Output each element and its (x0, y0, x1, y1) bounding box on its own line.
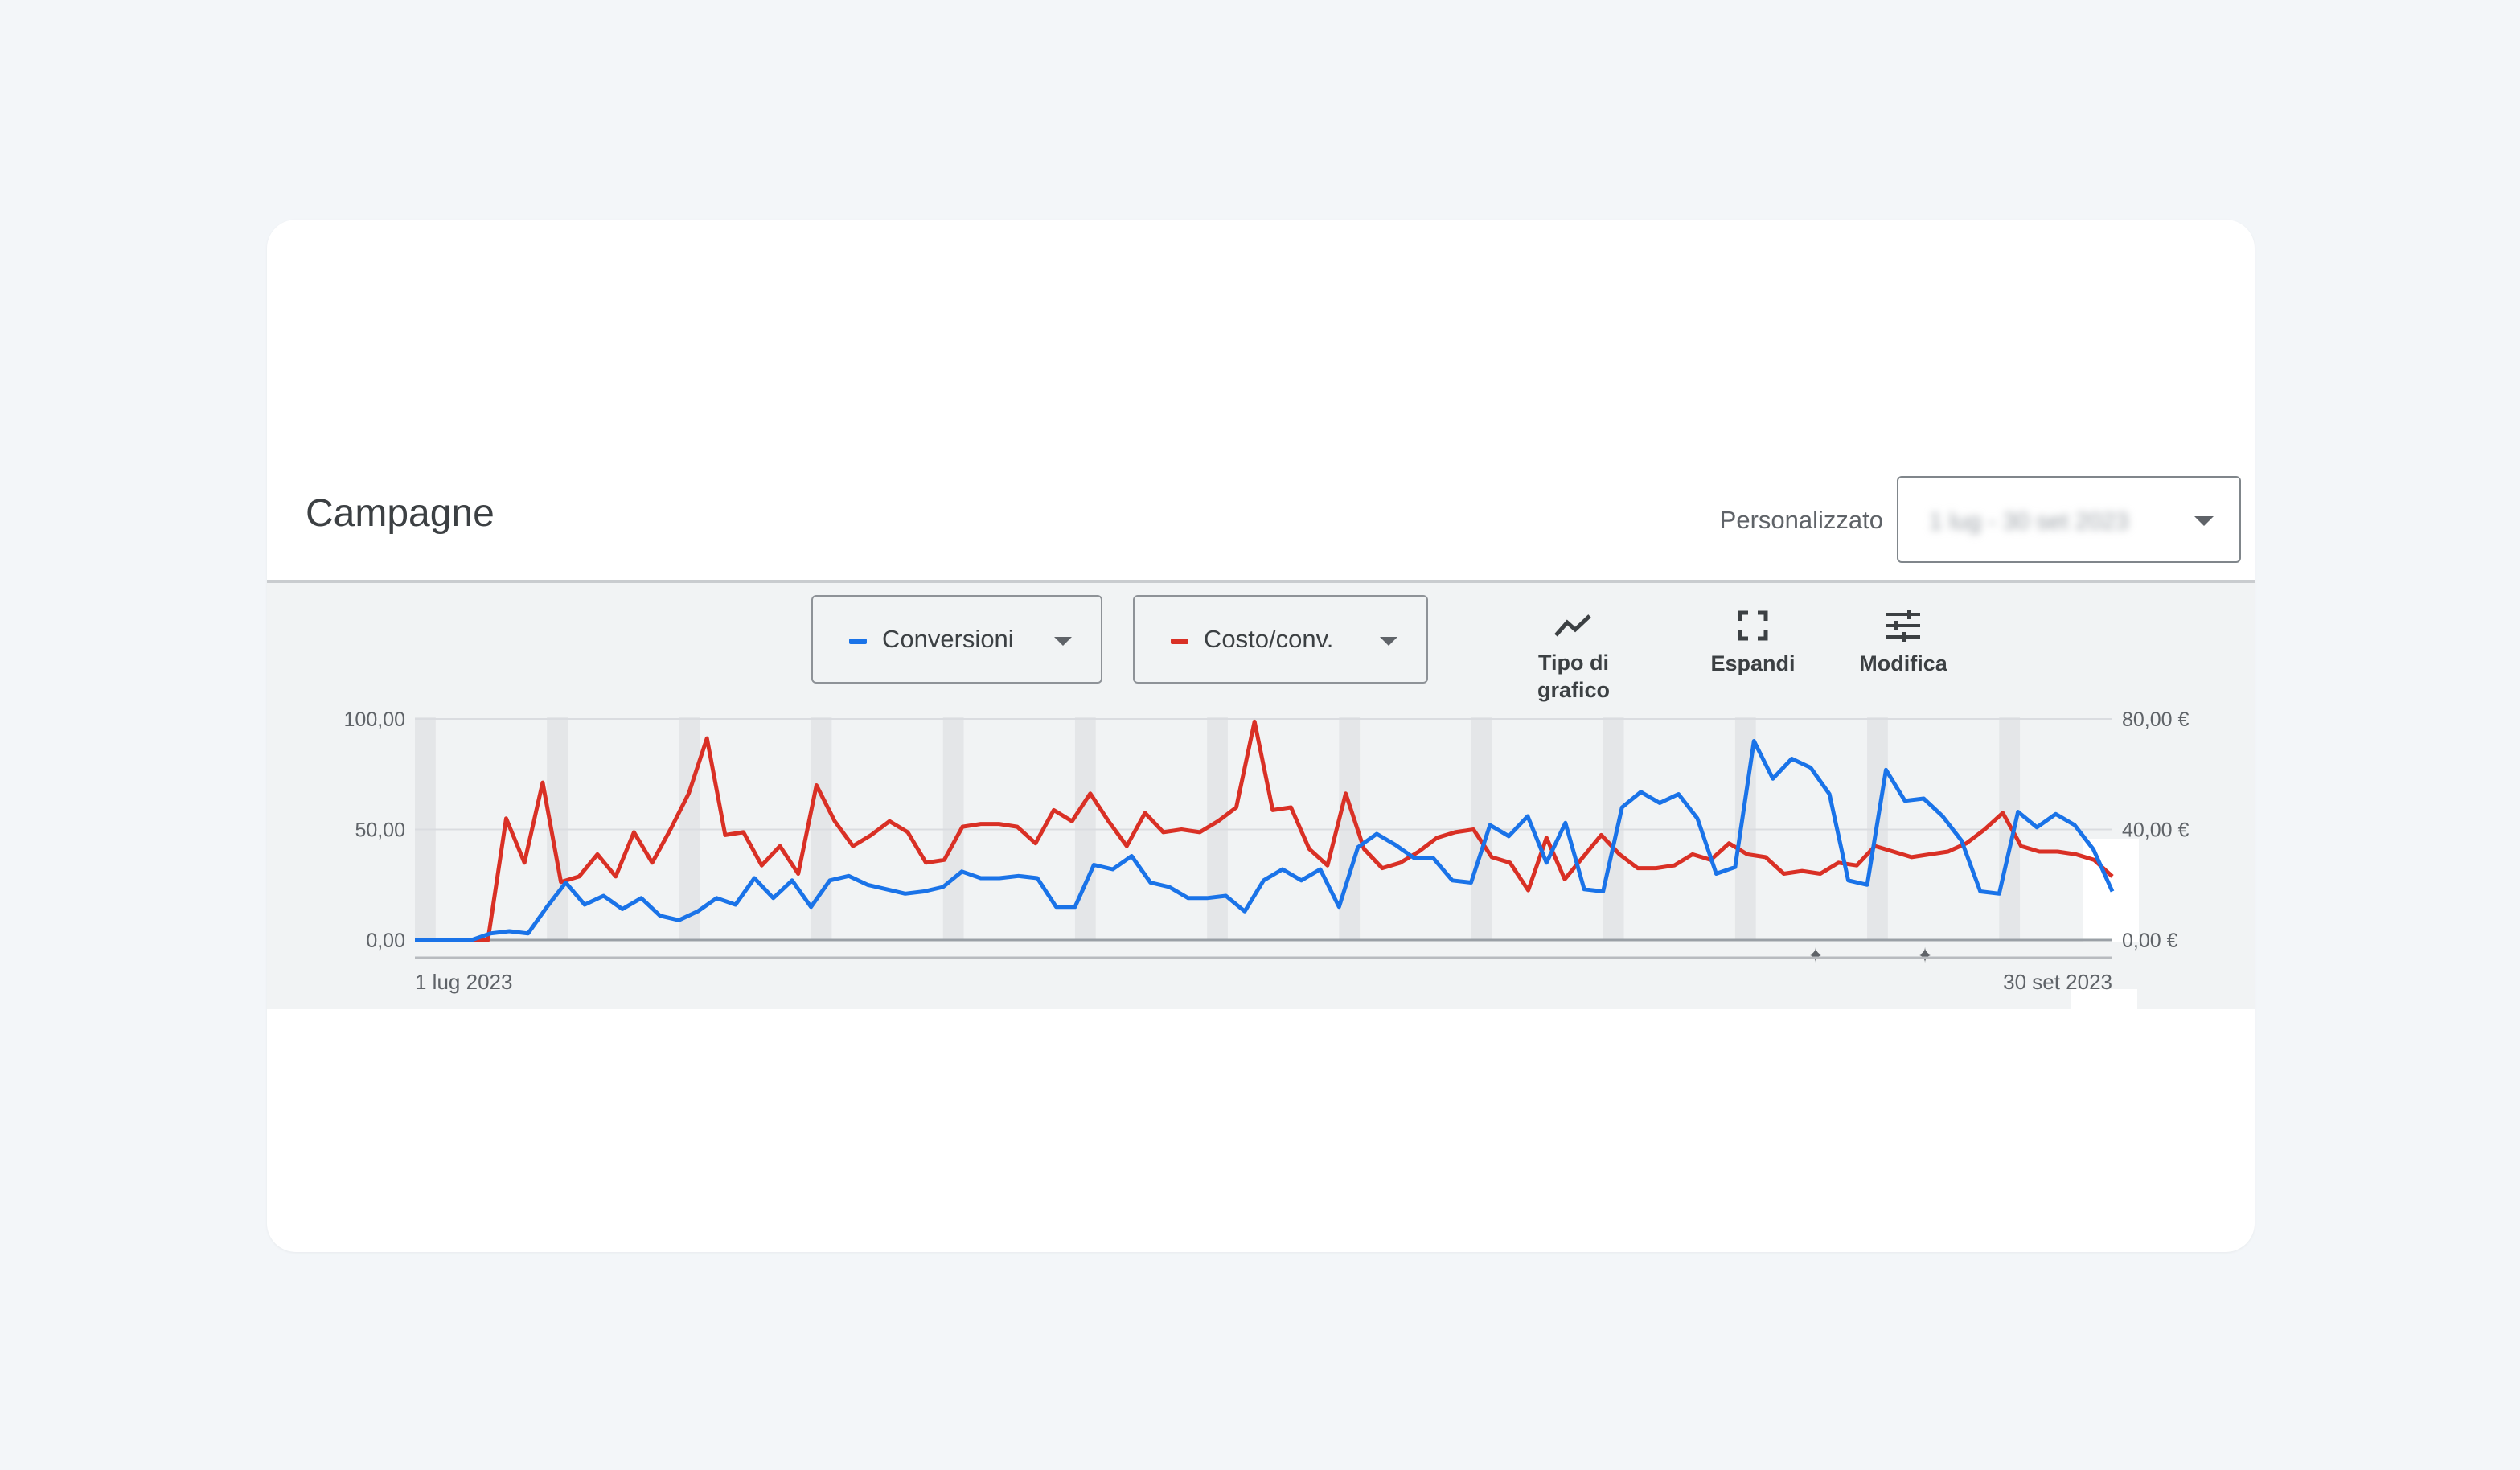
metric-1-label: Conversioni (882, 625, 1014, 653)
chart-type-button[interactable]: Tipo di grafico (1513, 607, 1634, 704)
date-range-value: 1 lug - 30 set 2023 (1929, 508, 2129, 535)
metric-2-swatch (1171, 639, 1188, 644)
date-preset-label[interactable]: Personalizzato (1719, 506, 1883, 534)
y-right-tick-label: 80,00 € (2122, 708, 2190, 731)
series-line-conversions[interactable] (415, 739, 2115, 942)
y-right-tick-label: 40,00 € (2122, 819, 2190, 842)
sparkle-icon[interactable]: ✦ (1916, 943, 1934, 967)
metric-2-label: Costo/conv. (1204, 625, 1334, 653)
fullscreen-icon (1693, 607, 1813, 644)
edit-label: Modifica (1859, 651, 1947, 675)
edit-button[interactable]: Modifica (1843, 607, 1964, 678)
y-right-tick-label: 0,00 € (2122, 930, 2178, 952)
y-left-tick-label: 50,00 (355, 819, 405, 842)
blank-panel (2071, 989, 2137, 1036)
date-range-select[interactable]: 1 lug - 30 set 2023 (1897, 476, 2241, 563)
chart-panel: Conversioni Costo/conv. Tipo di grafico … (267, 583, 2255, 1036)
metric-2-selector[interactable]: Costo/conv. (1133, 595, 1428, 684)
expand-label: Espandi (1710, 651, 1796, 675)
page-title: Campagne (306, 492, 495, 535)
y-left-tick-label: 100,00 (344, 708, 405, 731)
tune-sliders-icon (1843, 607, 1964, 644)
dropdown-caret-icon (2194, 516, 2214, 526)
metric-1-selector[interactable]: Conversioni (811, 595, 1102, 684)
x-start-label: 1 lug 2023 (415, 970, 512, 994)
trending-line-icon (1513, 607, 1634, 644)
dropdown-caret-icon (1054, 637, 1072, 646)
dropdown-caret-icon (1380, 637, 1397, 646)
sparkle-icon[interactable]: ✦ (1807, 943, 1824, 967)
chart-type-label: Tipo di grafico (1537, 651, 1611, 702)
series-line-cost-per-conv[interactable] (415, 719, 2114, 942)
metric-1-swatch (849, 639, 867, 644)
x-end-label: 30 set 2023 (2003, 970, 2112, 994)
header-divider (267, 580, 2255, 583)
expand-button[interactable]: Espandi (1693, 607, 1813, 678)
y-left-tick-label: 0,00 (366, 930, 405, 952)
campaigns-card: Campagne Personalizzato 1 lug - 30 set 2… (267, 220, 2255, 1252)
